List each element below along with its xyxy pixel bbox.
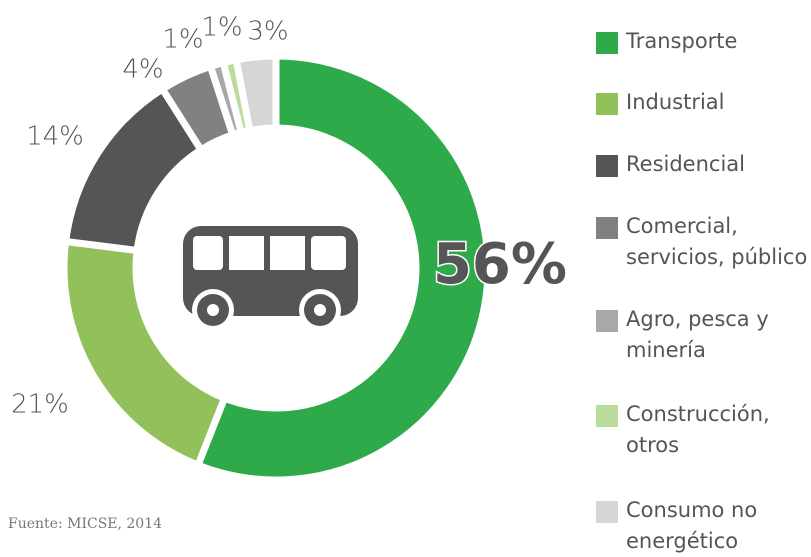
legend-item: Industrial xyxy=(596,90,811,118)
data-label: 14% xyxy=(26,122,84,152)
legend-item: Agro, pesca y minería xyxy=(596,307,811,366)
legend-swatch xyxy=(596,93,618,115)
legend-swatch xyxy=(596,32,618,54)
data-label: 21% xyxy=(11,390,69,420)
legend-label: Consumo no energético xyxy=(626,498,758,553)
legend-swatch xyxy=(596,217,618,239)
source: Fuente: MICSE, 2014 xyxy=(8,516,162,532)
slice xyxy=(232,52,280,135)
bus-icon xyxy=(183,226,358,331)
bus-window xyxy=(270,236,305,270)
data-label: 56% xyxy=(433,232,567,297)
legend-label: Comercial, servicios, público xyxy=(626,214,808,269)
legend-item: Consumo no energético xyxy=(596,498,811,557)
bus-wheel xyxy=(207,304,219,316)
legend-item: Transporte xyxy=(596,29,811,57)
legend-label: Transporte xyxy=(626,29,738,53)
legend-swatch xyxy=(596,310,618,332)
legend-swatch xyxy=(596,155,618,177)
donut xyxy=(60,52,492,484)
slice xyxy=(60,237,230,470)
data-label: 3% xyxy=(247,17,288,47)
legend-label: Agro, pesca y minería xyxy=(626,307,769,362)
bus-wheel xyxy=(314,304,326,316)
legend-swatch xyxy=(596,501,618,523)
bus-window xyxy=(311,236,346,270)
legend-label: Residencial xyxy=(626,152,745,176)
legend-item: Construcción, otros xyxy=(596,402,811,461)
slice xyxy=(193,52,492,484)
data-label: 1% xyxy=(162,25,203,55)
legend-item: Comercial, servicios, público xyxy=(596,214,811,273)
data-label: 1% xyxy=(201,13,242,43)
legend-label: Industrial xyxy=(626,90,725,114)
legend-item: Residencial xyxy=(596,152,811,180)
bus-window xyxy=(193,236,223,270)
legend-swatch xyxy=(596,405,618,427)
data-label: 4% xyxy=(122,55,163,85)
legend-label: Construcción, otros xyxy=(626,402,770,457)
bus-window xyxy=(229,236,264,270)
